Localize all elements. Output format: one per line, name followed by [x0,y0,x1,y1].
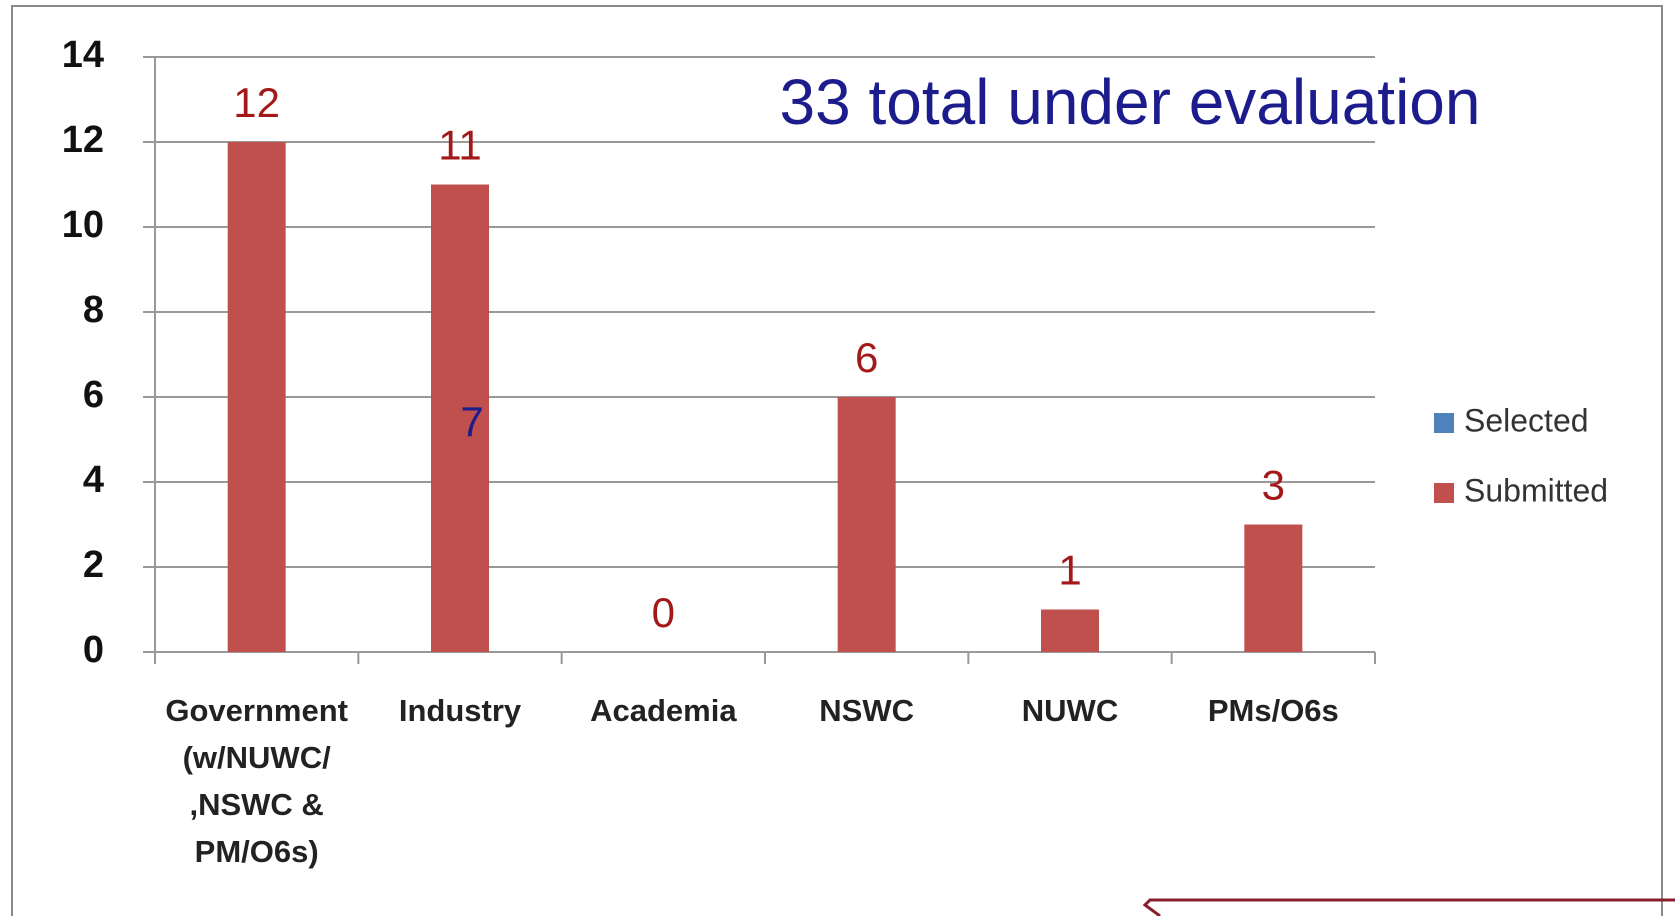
y-tick-label: 6 [83,374,104,416]
x-tick-label: Industry [399,693,522,728]
data-label: 12 [233,79,280,126]
y-tick-label: 2 [83,544,104,586]
x-tick-label: Academia [590,693,737,728]
annotation: 7 [460,398,483,445]
x-tick-label: Government (w/NUWC/,NSWC & PM/O6s) [165,693,348,869]
data-label: 6 [855,334,878,381]
x-tick-label: NSWC [819,693,914,728]
y-tick-label: 0 [83,629,104,671]
data-label: 0 [652,589,675,636]
annotation: 33 total under evaluation [780,66,1481,138]
chart-frame [11,5,1663,916]
data-label: 3 [1262,462,1285,509]
legend-label: Selected [1464,402,1589,438]
y-tick-label: 4 [83,459,104,501]
x-tick-label: NUWC [1022,693,1118,728]
legend-swatch [1434,413,1454,433]
bar [1244,524,1303,652]
decor-frame [1142,898,1675,916]
y-tick-label: 12 [62,119,104,161]
legend-swatch [1434,483,1454,503]
x-tick-label: PMs/O6s [1208,693,1339,728]
legend-label: Submitted [1464,472,1608,508]
y-tick-label: 14 [62,34,104,76]
bar [1041,609,1099,652]
y-tick-label: 8 [83,289,104,331]
bar [837,397,896,652]
bar [431,184,489,652]
y-tick-label: 10 [62,204,104,246]
data-label: 1 [1058,547,1081,594]
data-label: 11 [438,122,482,169]
bar [227,142,286,652]
